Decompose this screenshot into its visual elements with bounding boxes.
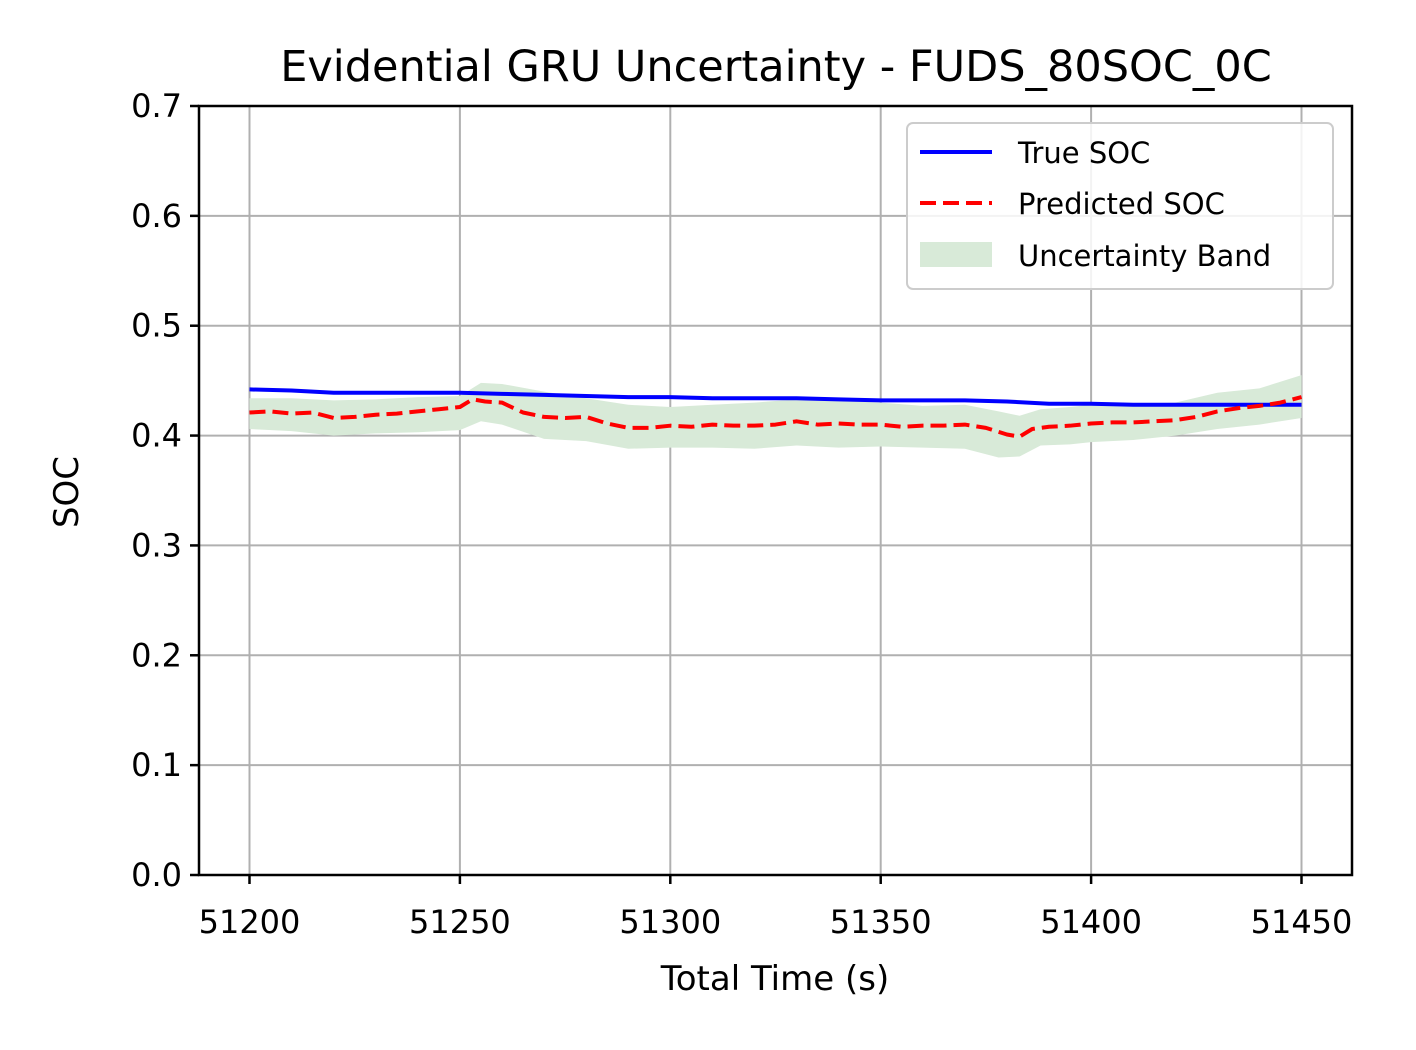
y-tick-label: 0.6 xyxy=(131,197,182,235)
series-line-true-soc xyxy=(249,387,1302,407)
chart-title: Evidential GRU Uncertainty - FUDS_80SOC_… xyxy=(280,42,1272,92)
y-tick-label: 0.7 xyxy=(131,87,182,125)
x-tick-label: 51400 xyxy=(1040,903,1142,941)
x-tick-label: 51350 xyxy=(830,903,932,941)
y-tick-label: 0.1 xyxy=(131,746,182,784)
legend-label-uncertainty-band: Uncertainty Band xyxy=(1018,239,1271,273)
legend-label-predicted-soc: Predicted SOC xyxy=(1018,187,1225,221)
series-layer xyxy=(249,387,1303,439)
x-tick-label: 51300 xyxy=(619,903,721,941)
y-tick-label: 0.2 xyxy=(131,636,182,674)
x-axis-label: Total Time (s) xyxy=(660,959,889,999)
legend-swatch-uncertainty-band xyxy=(920,242,992,267)
uncertainty-band xyxy=(249,375,1302,458)
legend: True SOC Predicted SOC Uncertainty Band xyxy=(906,122,1334,290)
legend-label-true-soc: True SOC xyxy=(1017,136,1150,170)
y-axis-label: SOC xyxy=(47,456,87,528)
x-tick-label: 51450 xyxy=(1251,903,1353,941)
y-tick-label: 0.3 xyxy=(131,526,182,564)
x-tick-label: 51250 xyxy=(409,903,511,941)
legend-box xyxy=(906,122,1334,290)
y-tick-label: 0.4 xyxy=(131,417,182,455)
y-tick-label: 0.5 xyxy=(131,307,182,345)
x-tick-label: 51200 xyxy=(199,903,301,941)
uncertainty-band-layer xyxy=(249,375,1302,458)
y-tick-label: 0.0 xyxy=(131,856,182,894)
ticks: 51200 51250 51300 51350 51400 51450 0.0 0.1 0.2 0… xyxy=(131,87,1352,941)
plot-frame xyxy=(197,104,1354,877)
series-line-predicted-soc xyxy=(249,395,1303,439)
